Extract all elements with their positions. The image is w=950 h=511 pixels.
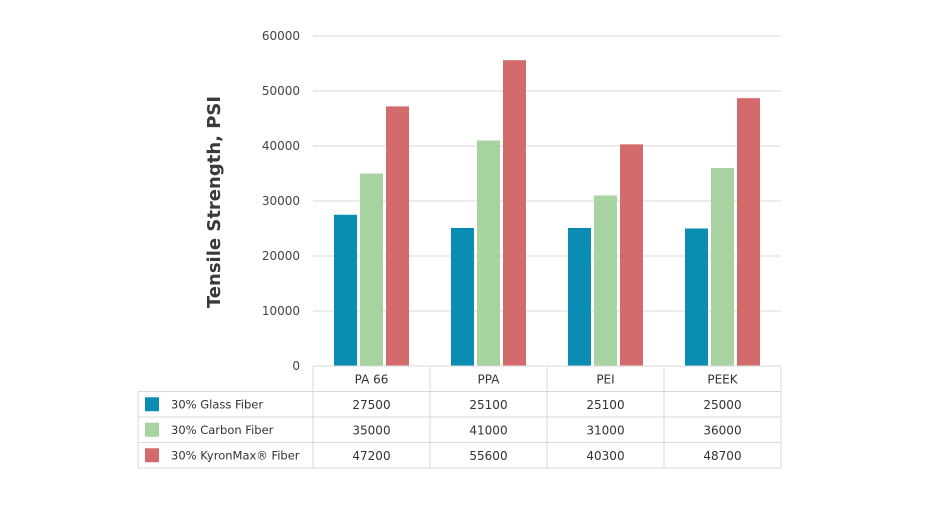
data-cell: 41000: [469, 423, 507, 437]
data-cell: 40300: [586, 449, 624, 463]
bar: [711, 168, 734, 366]
data-cell: 25100: [469, 398, 507, 412]
y-tick-label: 0: [292, 359, 300, 373]
data-table: PA 66 PPA PEI PEEK 30% Glass Fiber 27500 25100…: [137, 365, 782, 469]
bar: [451, 227, 474, 366]
y-tick-label: 40000: [262, 139, 300, 153]
y-axis-ticks: 0 10000 20000 30000 40000 50000 60000: [262, 29, 300, 373]
series-name: 30% KyronMax® Fiber: [171, 448, 300, 462]
gridlines: [313, 35, 781, 367]
bar: [737, 98, 760, 367]
category-label: PA 66: [355, 372, 389, 386]
y-tick-label: 30000: [262, 194, 300, 208]
series-name: 30% Glass Fiber: [171, 397, 263, 411]
bar: [685, 228, 708, 366]
legend-swatch: [145, 397, 159, 412]
legend-swatch: [145, 448, 159, 463]
bars: [334, 60, 760, 367]
data-cell: 36000: [703, 423, 741, 437]
data-cell: 35000: [352, 423, 390, 437]
category-label: PEEK: [707, 372, 738, 386]
y-axis-label: Tensile Strength, PSI: [204, 96, 225, 308]
bar: [386, 106, 409, 367]
y-tick-label: 50000: [262, 84, 300, 98]
legend-swatch: [145, 422, 159, 437]
bar: [568, 227, 591, 366]
y-tick-label: 20000: [262, 249, 300, 263]
series-name: 30% Carbon Fiber: [171, 423, 274, 437]
bar: [334, 214, 357, 366]
data-cell: 25100: [586, 398, 624, 412]
bar: [477, 140, 500, 366]
data-cell: 27500: [352, 398, 390, 412]
data-cell: 47200: [352, 449, 390, 463]
bar: [360, 173, 383, 366]
y-tick-label: 60000: [262, 29, 300, 43]
data-cell: 55600: [469, 449, 507, 463]
data-cell: 25000: [703, 398, 741, 412]
data-cell: 48700: [703, 449, 741, 463]
category-label: PEI: [596, 372, 614, 386]
y-tick-label: 10000: [262, 304, 300, 318]
bar: [503, 60, 526, 366]
bar: [620, 144, 643, 366]
bar: [594, 195, 617, 366]
data-cell: 31000: [586, 423, 624, 437]
category-label: PPA: [478, 372, 501, 386]
